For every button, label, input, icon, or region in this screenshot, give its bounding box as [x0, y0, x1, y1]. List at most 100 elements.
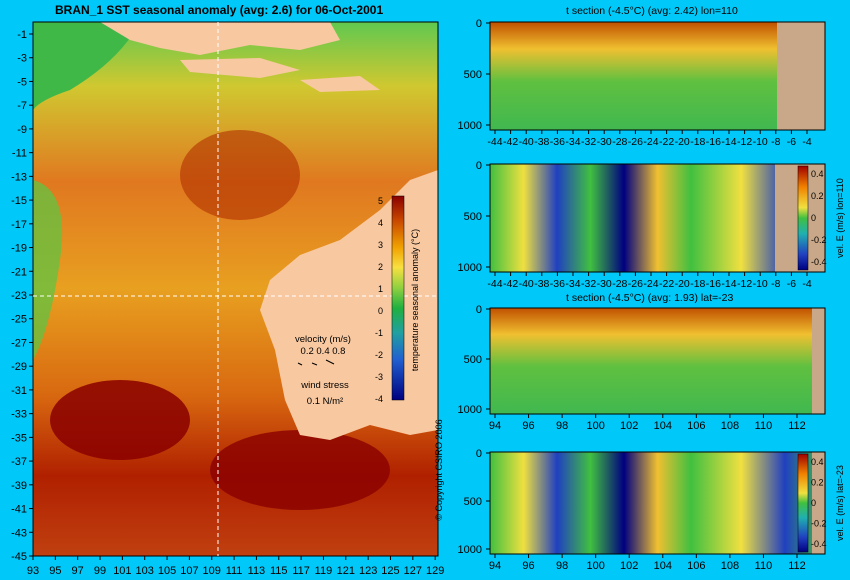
x-tick-label: 112: [788, 560, 806, 572]
section-land: [812, 308, 825, 414]
x-tick-label: 108: [721, 560, 739, 572]
x-tick-label: -32: [581, 136, 596, 148]
velocity-colorbar-tick-label: 0.4: [811, 169, 824, 179]
x-tick-label: -16: [706, 136, 721, 148]
section-land: [777, 22, 825, 130]
lon-tick-label: 119: [315, 565, 333, 577]
x-tick-label: -6: [787, 136, 796, 148]
x-tick-label: -16: [706, 278, 721, 290]
x-tick-label: 106: [687, 420, 705, 432]
x-tick-label: 100: [586, 420, 604, 432]
lon-tick-label: 129: [426, 565, 444, 577]
lat-tick-label: -7: [17, 100, 27, 112]
lat-tick-label: -17: [11, 219, 27, 231]
section-field: [490, 308, 825, 414]
lat-tick-label: -43: [11, 527, 27, 539]
velocity-colorbar-tick-label: -0.4: [811, 539, 827, 549]
sst-colorbar-ticks: 5 4 3 2 1 0 -1 -2 -3 -4: [375, 196, 383, 404]
x-tick-label: -32: [581, 278, 596, 290]
lat-tick-label: -5: [17, 76, 27, 88]
x-tick-label: -22: [659, 278, 674, 290]
x-tick-label: -14: [721, 278, 736, 290]
map-anomaly-patch: [33, 180, 63, 360]
x-tick-label: 96: [522, 420, 534, 432]
velocity-colorbar-label: vel. E (m/s) lat=-23: [835, 465, 845, 541]
copyright: © Copyright CSIRO 2006: [434, 419, 444, 520]
depth-tick-label: 0: [476, 304, 482, 316]
x-tick-label: 110: [755, 560, 773, 572]
section-panel-4: 0 500 1000 94 96 98 100 102 104 106 108 110 112 0.4 0.…: [458, 448, 845, 572]
x-tick-label: -44: [487, 136, 502, 148]
lat-tick-label: -13: [11, 171, 27, 183]
lat-tick-label: -25: [11, 314, 27, 326]
velocity-colorbar: [797, 453, 809, 553]
x-tick-label: -28: [612, 278, 627, 290]
map-land-north: [100, 22, 340, 55]
map-anomaly-patch: [50, 380, 190, 460]
lon-tick-label: 123: [359, 565, 377, 577]
lon-tick-label: 121: [337, 565, 355, 577]
sst-colorbar-tick-label: 4: [378, 218, 383, 228]
depth-tick-label: 500: [464, 211, 482, 223]
velocity-colorbar: [797, 165, 809, 271]
panel1-title: t section (-4.5°C) (avg: 2.42) lon=110: [566, 5, 738, 17]
x-tick-label: -8: [771, 136, 780, 148]
depth-tick-label: 1000: [458, 404, 482, 416]
x-tick-label: 112: [788, 420, 806, 432]
map-lon-ticks: 93 95 97 99 101 103 105 107 109 111 113 115 117 119 12…: [27, 556, 444, 577]
section-field: [490, 164, 825, 272]
x-tick-label: -22: [659, 136, 674, 148]
lat-tick-label: -39: [11, 480, 27, 492]
lon-tick-label: 99: [94, 565, 106, 577]
x-tick-label: 102: [620, 420, 638, 432]
lon-tick-label: 115: [270, 565, 288, 577]
lon-tick-label: 95: [49, 565, 61, 577]
map-land-islands: [300, 76, 380, 92]
x-tick-label: -26: [628, 278, 643, 290]
section-field: [490, 22, 825, 130]
lat-tick-label: -27: [11, 337, 27, 349]
velocity-legend-title: velocity (m/s): [295, 334, 351, 345]
velocity-colorbar-tick-label: -0.4: [811, 257, 827, 267]
sst-colorbar-tick-label: -3: [375, 372, 383, 382]
map-anomaly-patch: [180, 130, 300, 220]
velocity-colorbar-tick-label: 0.2: [811, 191, 824, 201]
x-tick-label: -4: [802, 278, 811, 290]
depth-tick-label: 500: [464, 69, 482, 81]
x-tick-label: -30: [597, 136, 612, 148]
x-tick-label: 94: [489, 560, 501, 572]
panel3-title: t section (-4.5°C) (avg: 1.93) lat=-23: [566, 292, 734, 304]
sst-colorbar-tick-label: 0: [378, 306, 383, 316]
depth-tick-label: 500: [464, 354, 482, 366]
lon-tick-label: 107: [180, 565, 198, 577]
velocity-colorbar-tick-label: -0.2: [811, 519, 827, 529]
wind-legend-title: wind stress: [300, 380, 349, 391]
lon-tick-label: 127: [404, 565, 422, 577]
sst-colorbar-tick-label: 5: [378, 196, 383, 206]
lat-tick-label: -41: [11, 504, 27, 516]
depth-tick-label: 1000: [458, 262, 482, 274]
x-tick-label: -42: [503, 278, 518, 290]
lat-tick-label: -15: [11, 195, 27, 207]
x-tick-label: -28: [612, 136, 627, 148]
sst-colorbar-tick-label: 1: [378, 284, 383, 294]
sst-colorbar-tick-label: 3: [378, 240, 383, 250]
x-tick-label: 110: [755, 420, 773, 432]
depth-tick-label: 1000: [458, 544, 482, 556]
x-tick-label: 102: [620, 560, 638, 572]
lon-tick-label: 111: [226, 565, 243, 577]
lon-tick-label: 97: [72, 565, 84, 577]
x-tick-label: -18: [690, 278, 705, 290]
x-tick-label: -44: [487, 278, 502, 290]
x-tick-label: -12: [737, 136, 752, 148]
lat-tick-label: -21: [11, 266, 27, 278]
velocity-colorbar-tick-label: 0.2: [811, 478, 824, 488]
x-tick-label: -42: [503, 136, 518, 148]
x-tick-label: -10: [753, 136, 768, 148]
velocity-colorbar-tick-label: -0.2: [811, 235, 827, 245]
velocity-legend-values: 0.2 0.4 0.8: [301, 346, 346, 357]
lon-tick-label: 109: [203, 565, 221, 577]
lon-tick-label: 113: [248, 565, 266, 577]
lat-tick-label: -23: [11, 290, 27, 302]
lon-tick-label: 101: [113, 565, 131, 577]
